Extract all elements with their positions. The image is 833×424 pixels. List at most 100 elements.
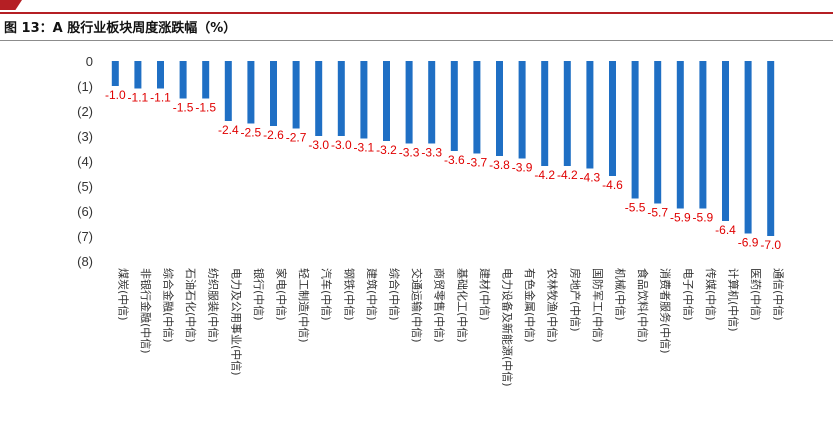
data-label: -3.0 (308, 138, 329, 152)
x-category-label: 非银行金融(中信) (139, 268, 153, 354)
bar (315, 61, 323, 136)
data-label: -6.9 (738, 236, 759, 250)
x-category-label: 基础化工(中信) (455, 268, 469, 343)
bar (676, 61, 684, 209)
data-label: -3.9 (512, 161, 533, 175)
bar (428, 61, 436, 144)
bar (360, 61, 368, 139)
data-label: -2.6 (263, 128, 284, 142)
x-category-label: 汽车(中信) (320, 268, 334, 321)
data-label: -5.9 (670, 211, 691, 225)
data-label: -3.8 (489, 158, 510, 172)
y-tick-label: (5) (77, 179, 93, 194)
bar (383, 61, 390, 141)
x-category-label: 机械(中信) (614, 268, 628, 321)
y-tick-label: (2) (77, 104, 93, 119)
data-label: -3.3 (399, 146, 420, 160)
bar (111, 61, 119, 86)
data-label: -5.5 (625, 201, 646, 215)
data-label: -5.7 (647, 206, 668, 220)
data-label: -2.4 (218, 123, 239, 137)
x-category-label: 电子(中信) (681, 268, 694, 321)
data-label: -4.3 (580, 171, 601, 185)
y-tick-label: (4) (77, 154, 93, 169)
bar (450, 61, 458, 151)
x-category-label: 电力及公用事业(中信) (229, 268, 242, 376)
x-category-label: 农林牧渔(中信) (546, 268, 560, 343)
data-label: -1.5 (195, 101, 216, 115)
x-category-label: 钢铁(中信) (342, 268, 355, 321)
bar (609, 61, 616, 176)
x-category-label: 综合金融(中信) (162, 268, 176, 343)
data-label: -4.2 (534, 168, 555, 182)
bar (202, 61, 210, 99)
bar (247, 61, 255, 124)
data-label: -2.7 (286, 131, 307, 145)
x-category-label: 食品饮料(中信) (636, 268, 650, 343)
x-category-label: 综合(中信) (388, 268, 402, 321)
title-divider (0, 40, 833, 41)
header-bar (0, 0, 833, 14)
bar (744, 61, 752, 234)
y-tick-label: 0 (86, 54, 93, 69)
data-label: -6.4 (715, 223, 736, 237)
x-category-label: 国防军工(中信) (591, 268, 605, 343)
data-label: -7.0 (760, 238, 781, 252)
brand-logo (0, 0, 22, 10)
data-label: -1.0 (105, 88, 126, 102)
x-category-label: 家电(中信) (275, 268, 289, 321)
bar (292, 61, 300, 129)
data-label: -3.2 (376, 143, 397, 157)
data-label: -1.5 (173, 101, 194, 115)
bar (722, 61, 729, 221)
bar (337, 61, 345, 136)
x-category-label: 传媒(中信) (704, 268, 717, 321)
bar (134, 61, 142, 89)
data-label: -1.1 (128, 91, 149, 105)
bar (541, 61, 549, 166)
x-category-label: 石油石化(中信) (184, 268, 198, 343)
bar (654, 61, 662, 204)
data-label: -3.1 (354, 141, 375, 155)
x-category-label: 计算机(中信) (727, 268, 741, 332)
data-label: -3.6 (444, 153, 465, 167)
x-category-label: 建筑(中信) (365, 268, 379, 321)
bar (473, 61, 481, 154)
x-category-label: 房地产(中信) (568, 268, 582, 332)
bar (179, 61, 187, 99)
x-category-label: 银行(中信) (252, 268, 266, 321)
x-category-label: 轻工制造(中信) (297, 268, 311, 343)
bar (496, 61, 503, 156)
data-label: -4.6 (602, 178, 623, 192)
x-category-label: 商贸零售(中信) (433, 268, 447, 343)
bar (563, 61, 571, 166)
bar (270, 61, 277, 126)
x-category-label: 煤炭(中信) (116, 268, 129, 321)
y-tick-label: (7) (77, 229, 93, 244)
data-label: -4.2 (557, 168, 578, 182)
x-category-label: 医药(中信) (749, 268, 762, 321)
bar (224, 61, 232, 121)
data-label: -3.3 (421, 146, 442, 160)
data-label: -2.5 (241, 126, 262, 140)
x-category-label: 电力设备及新能源(中信) (501, 268, 515, 387)
x-category-label: 通信(中信) (772, 268, 785, 321)
data-label: -3.0 (331, 138, 352, 152)
x-category-label: 交通运输(中信) (410, 268, 424, 343)
x-category-label: 建材(中信) (478, 268, 492, 321)
x-category-label: 有色金属(中信) (523, 268, 537, 343)
x-category-label: 纺织服装(中信) (207, 268, 221, 343)
header-rule (0, 12, 833, 14)
figure-title: 图 13：A 股行业板块周度涨跌幅（%） (4, 21, 237, 36)
bar (405, 61, 413, 144)
data-label: -1.1 (150, 91, 171, 105)
bar (157, 61, 164, 89)
data-label: -5.9 (693, 211, 714, 225)
x-category-label: 消费者服务(中信) (659, 268, 673, 354)
data-label: -3.7 (467, 156, 488, 170)
y-tick-label: (8) (77, 254, 93, 269)
y-tick-label: (6) (77, 204, 93, 219)
y-tick-label: (3) (77, 129, 93, 144)
bar (767, 61, 775, 236)
